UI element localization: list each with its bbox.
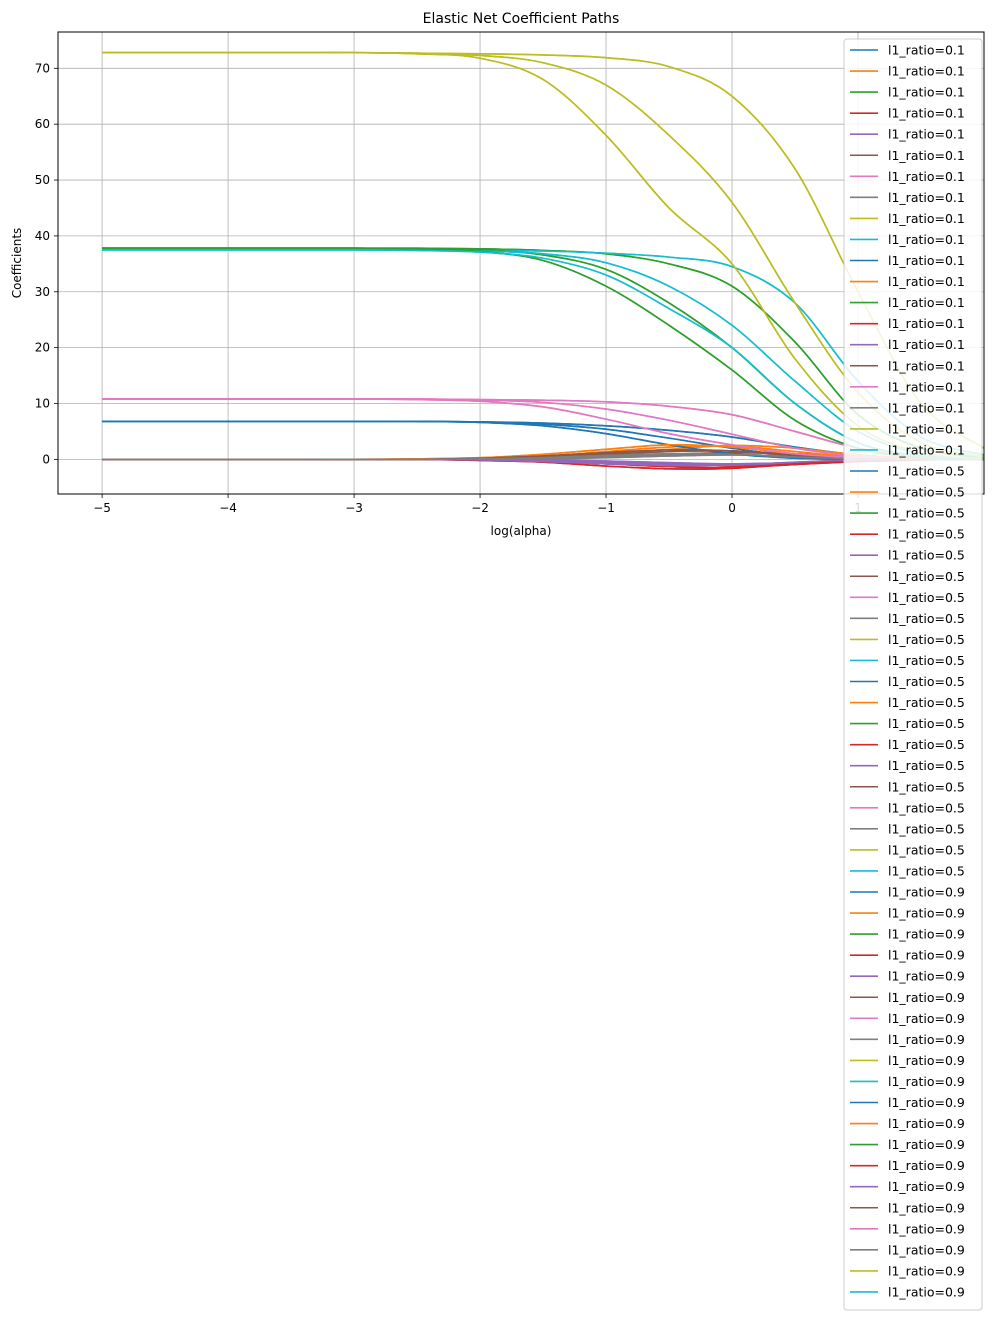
- legend-label: l1_ratio=0.5: [888, 485, 965, 500]
- x-tick-label: 0: [728, 501, 736, 515]
- legend-label: l1_ratio=0.1: [888, 190, 965, 205]
- y-tick-label: 20: [35, 341, 50, 355]
- legend-label: l1_ratio=0.5: [888, 737, 965, 752]
- x-tick-label: −4: [219, 501, 237, 515]
- legend-label: l1_ratio=0.5: [888, 863, 965, 878]
- series-line: [102, 398, 984, 461]
- series-line: [102, 249, 984, 461]
- legend-label: l1_ratio=0.1: [888, 232, 965, 247]
- legend-label: l1_ratio=0.1: [888, 295, 965, 310]
- legend-box: [843, 38, 983, 1311]
- legend-label: l1_ratio=0.5: [888, 821, 965, 836]
- legend-label: l1_ratio=0.9: [888, 969, 965, 984]
- legend-label: l1_ratio=0.9: [888, 1116, 965, 1131]
- y-tick-label: 0: [42, 452, 50, 466]
- legend-label: l1_ratio=0.5: [888, 632, 965, 647]
- legend-label: l1_ratio=0.5: [888, 695, 965, 710]
- legend-label: l1_ratio=0.5: [888, 506, 965, 521]
- plot-frame: [57, 31, 985, 495]
- legend-label: l1_ratio=0.9: [888, 1179, 965, 1194]
- legend-label: l1_ratio=0.1: [888, 274, 965, 289]
- series-line: [102, 247, 984, 461]
- x-tick-label: −5: [93, 501, 111, 515]
- legend-label: l1_ratio=0.9: [888, 1095, 965, 1110]
- y-tick-label: 70: [35, 61, 50, 75]
- legend-label: l1_ratio=0.1: [888, 106, 965, 121]
- legend-label: l1_ratio=0.1: [888, 148, 965, 163]
- legend-label: l1_ratio=0.1: [888, 358, 965, 373]
- legend-label: l1_ratio=0.9: [888, 885, 965, 900]
- series-line: [102, 420, 984, 461]
- legend-label: l1_ratio=0.5: [888, 464, 965, 479]
- legend-label: l1_ratio=0.5: [888, 758, 965, 773]
- legend-label: l1_ratio=0.1: [888, 127, 965, 142]
- legend-label: l1_ratio=0.1: [888, 211, 965, 226]
- legend-label: l1_ratio=0.9: [888, 1242, 965, 1257]
- legend-label: l1_ratio=0.9: [888, 1284, 965, 1299]
- x-tick-label: −1: [597, 501, 615, 515]
- legend-label: l1_ratio=0.5: [888, 590, 965, 605]
- legend-label: l1_ratio=0.1: [888, 169, 965, 184]
- series-line: [102, 51, 984, 460]
- legend: l1_ratio=0.1 l1_ratio=0.1 l1_ratio=0.1 l1_r…: [843, 38, 983, 1311]
- legend-label: l1_ratio=0.9: [888, 1263, 965, 1278]
- legend-label: l1_ratio=0.1: [888, 43, 965, 58]
- x-axis-label: log(alpha): [491, 524, 552, 538]
- legend-label: l1_ratio=0.1: [888, 64, 965, 79]
- legend-label: l1_ratio=0.9: [888, 1011, 965, 1026]
- legend-label: l1_ratio=0.5: [888, 779, 965, 794]
- legend-label: l1_ratio=0.1: [888, 253, 965, 268]
- y-tick-label: 60: [35, 117, 50, 131]
- legend-label: l1_ratio=0.1: [888, 421, 965, 436]
- legend-label: l1_ratio=0.5: [888, 569, 965, 584]
- legend-label: l1_ratio=0.9: [888, 1053, 965, 1068]
- y-axis: 0 10 20 30 40 50 60 70: [35, 61, 58, 466]
- legend-label: l1_ratio=0.9: [888, 948, 965, 963]
- chart-title: Elastic Net Coefficient Paths: [423, 11, 620, 27]
- y-tick-label: 30: [35, 285, 50, 299]
- legend-label: l1_ratio=0.5: [888, 800, 965, 815]
- legend-label: l1_ratio=0.9: [888, 1158, 965, 1173]
- y-tick-label: 50: [35, 173, 50, 187]
- x-tick-label: −3: [345, 501, 363, 515]
- x-tick-label: −2: [471, 501, 489, 515]
- legend-label: l1_ratio=0.5: [888, 653, 965, 668]
- legend-label: l1_ratio=0.9: [888, 990, 965, 1005]
- legend-label: l1_ratio=0.9: [888, 1221, 965, 1236]
- legend-label: l1_ratio=0.9: [888, 927, 965, 942]
- legend-label: l1_ratio=0.5: [888, 548, 965, 563]
- legend-label: l1_ratio=0.1: [888, 442, 965, 457]
- legend-label: l1_ratio=0.9: [888, 906, 965, 921]
- legend-label: l1_ratio=0.1: [888, 400, 965, 415]
- y-tick-label: 10: [35, 396, 50, 410]
- legend-label: l1_ratio=0.1: [888, 379, 965, 394]
- legend-label: l1_ratio=0.9: [888, 1200, 965, 1215]
- y-tick-label: 40: [35, 229, 50, 243]
- legend-label: l1_ratio=0.1: [888, 316, 965, 331]
- legend-label: l1_ratio=0.9: [888, 1137, 965, 1152]
- legend-label: l1_ratio=0.9: [888, 1074, 965, 1089]
- legend-label: l1_ratio=0.5: [888, 611, 965, 626]
- legend-label: l1_ratio=0.5: [888, 674, 965, 689]
- legend-label: l1_ratio=0.5: [888, 527, 965, 542]
- legend-label: l1_ratio=0.5: [888, 842, 965, 857]
- legend-label: l1_ratio=0.5: [888, 716, 965, 731]
- legend-label: l1_ratio=0.1: [888, 337, 965, 352]
- legend-label: l1_ratio=0.1: [888, 85, 965, 100]
- y-axis-label: Coefficients: [10, 228, 24, 299]
- legend-label: l1_ratio=0.9: [888, 1032, 965, 1047]
- series-line: [102, 452, 984, 461]
